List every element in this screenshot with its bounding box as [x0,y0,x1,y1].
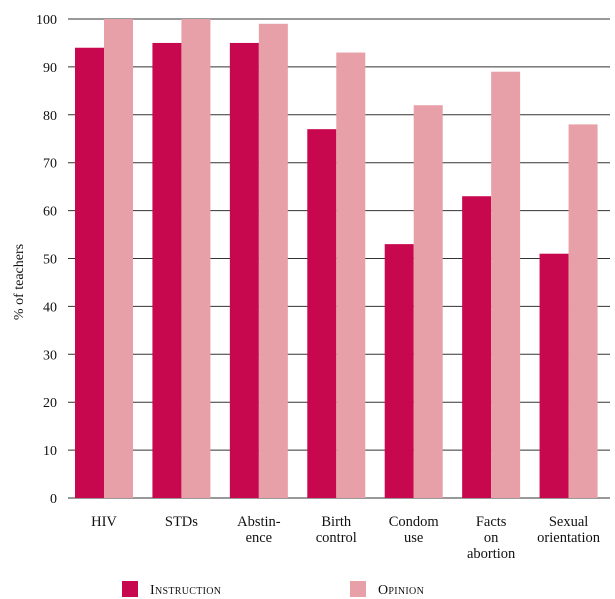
y-tick-label: 30 [43,348,57,363]
bar-instruction-1 [152,42,182,498]
bar-opinion-0 [104,19,133,498]
bars [75,19,598,499]
bar-opinion-3 [336,52,366,498]
y-tick-label: 20 [43,396,57,411]
bar-instruction-2 [229,42,259,498]
category-labels: HIV STDs Abstin-ence Birth control Condom use F… [91,514,601,562]
category-label: HIV [91,514,117,530]
y-tick-label: 70 [43,157,57,172]
legend-swatch-instruction [122,581,138,597]
bar-opinion-1 [181,19,211,498]
y-tick-labels: 0 10 20 30 40 50 60 70 80 90 100 [36,13,57,507]
bar-instruction-4 [384,244,414,498]
y-tick-label: 50 [43,253,57,268]
bar-opinion-4 [413,105,443,498]
bar-opinion-2 [258,23,288,498]
bar-opinion-6 [568,124,598,498]
category-label: Sexual orientation [537,514,601,546]
y-tick-label: 0 [50,492,57,507]
y-tick-label: 90 [43,61,57,76]
y-axis-title: % of teachers [12,244,27,320]
category-label: STDs [165,514,198,530]
y-tick-label: 100 [36,13,57,28]
y-tick-label: 80 [43,109,57,124]
bar-instruction-5 [462,196,492,499]
legend: Instruction Opinion [122,581,424,598]
legend-label-instruction: Instruction [150,583,221,598]
category-label: Abstin-ence [237,514,281,546]
bar-instruction-0 [75,47,104,499]
y-tick-label: 10 [43,444,57,459]
category-label: Facts on abortion [467,514,516,562]
bar-opinion-5 [491,71,521,498]
legend-swatch-opinion [350,581,366,597]
category-label: Condom use [389,514,440,546]
bar-instruction-3 [307,129,337,499]
category-label: Birth control [316,514,357,546]
bar-instruction-6 [539,253,569,498]
y-tick-label: 60 [43,205,57,220]
legend-label-opinion: Opinion [378,583,424,598]
y-tick-label: 40 [43,300,57,315]
